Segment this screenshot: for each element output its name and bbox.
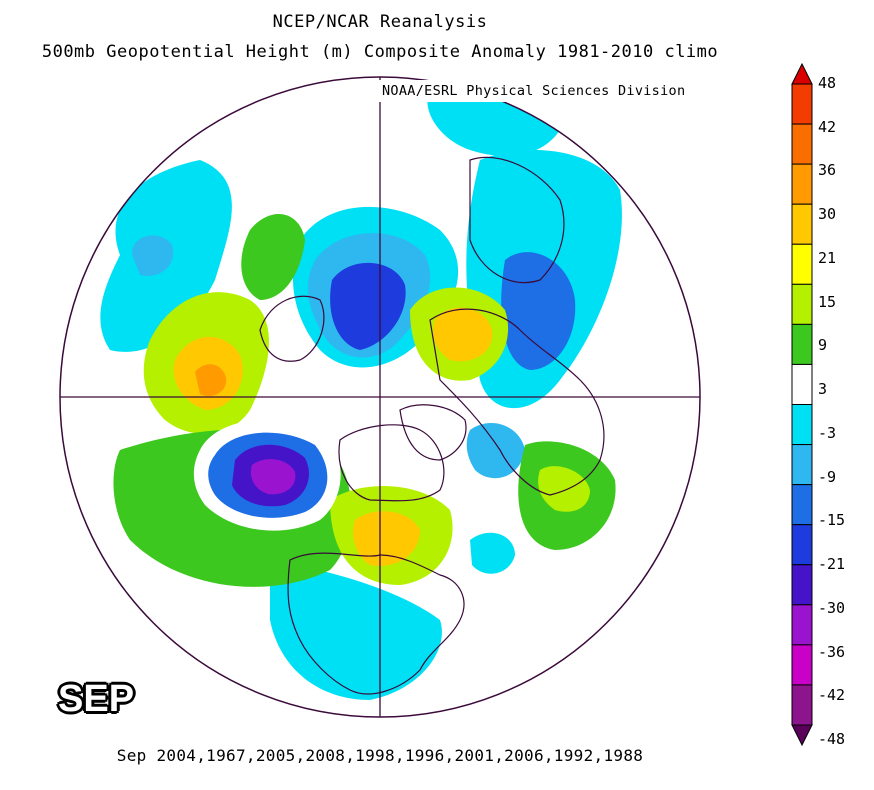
colorbar-arrow-top — [791, 62, 813, 85]
coastlines — [259, 156, 605, 695]
anomaly-pos-europe-core — [538, 466, 590, 512]
anomaly-field — [100, 87, 622, 700]
anomaly-neg-europe-small — [466, 422, 525, 479]
colorbar-tick-label: -30 — [818, 598, 846, 617]
years-caption: Sep 2004,1967,2005,2008,1998,1996,2001,2… — [116, 746, 644, 765]
colorbar-tick-label: -3 — [818, 423, 837, 442]
colorbar-tick-label: -9 — [818, 467, 837, 486]
colorbar-segment — [791, 203, 813, 245]
title-line-1: NCEP/NCAR Reanalysis — [272, 12, 488, 32]
colorbar-arrow-bottom — [791, 724, 813, 747]
month-label: SEP — [58, 678, 135, 720]
colorbar-tick-label: 3 — [818, 380, 828, 399]
colorbar-segment — [791, 564, 813, 606]
anomaly-neg-arctic-core — [330, 262, 406, 350]
colorbar-tick-label: -15 — [818, 511, 846, 530]
colorbar-tick-label: -36 — [818, 642, 846, 661]
colorbar-tick-label: 15 — [818, 292, 837, 311]
colorbar-tick-label: -21 — [818, 555, 846, 574]
colorbar-tick-label: 21 — [818, 248, 837, 267]
credit-label: NOAA/ESRL Physical Sciences Division — [376, 80, 698, 102]
colorbar-segment — [791, 363, 813, 405]
anomaly-neg-alaska-trough-core — [250, 459, 296, 495]
anomaly-neg-siberia-core — [501, 252, 576, 370]
coastline-alaska — [259, 295, 325, 362]
colorbar-segment — [791, 123, 813, 165]
colorbar-tick-label: 9 — [818, 336, 828, 355]
anomaly-pos-alaska-core — [195, 364, 227, 397]
colorbar-segment — [791, 684, 813, 726]
coastline-north-america — [287, 552, 465, 695]
coastline-far-east — [469, 156, 565, 284]
anomaly-neg-pacific-west-core — [131, 235, 174, 276]
colorbar-segment — [791, 404, 813, 446]
colorbar-segment — [791, 243, 813, 285]
anomaly-neg-atlantic-small — [470, 532, 515, 574]
colorbar-segment — [791, 83, 813, 125]
anomaly-pos-greenland-band — [241, 213, 305, 300]
coastline-eurasia — [429, 308, 605, 496]
colorbar-segment — [791, 644, 813, 686]
colorbar-segment — [791, 444, 813, 486]
anomaly-neg-north-america — [270, 560, 442, 700]
colorbar-tick-label: 36 — [818, 161, 837, 180]
colorbar-segment — [791, 484, 813, 526]
colorbar-segment — [791, 163, 813, 205]
anomaly-pos-siberia-core — [433, 307, 493, 362]
colorbar-tick-label: -48 — [818, 730, 846, 748]
colorbar-tick-label: -42 — [818, 686, 846, 705]
colorbar-tick-label: 48 — [818, 74, 837, 92]
coastline-greenland — [399, 404, 467, 461]
anomaly-pos-canada-core — [353, 511, 420, 566]
colorbar-segment — [791, 323, 813, 365]
colorbar — [791, 62, 813, 747]
colorbar-tick-label: 42 — [818, 117, 837, 136]
colorbar-segment — [791, 524, 813, 566]
colorbar-tick-label: 30 — [818, 205, 837, 224]
colorbar-segment — [791, 283, 813, 325]
title-line-2: 500mb Geopotential Height (m) Composite … — [41, 42, 719, 62]
colorbar-segment — [791, 604, 813, 646]
coastline-canadian-archipelago — [338, 424, 445, 502]
